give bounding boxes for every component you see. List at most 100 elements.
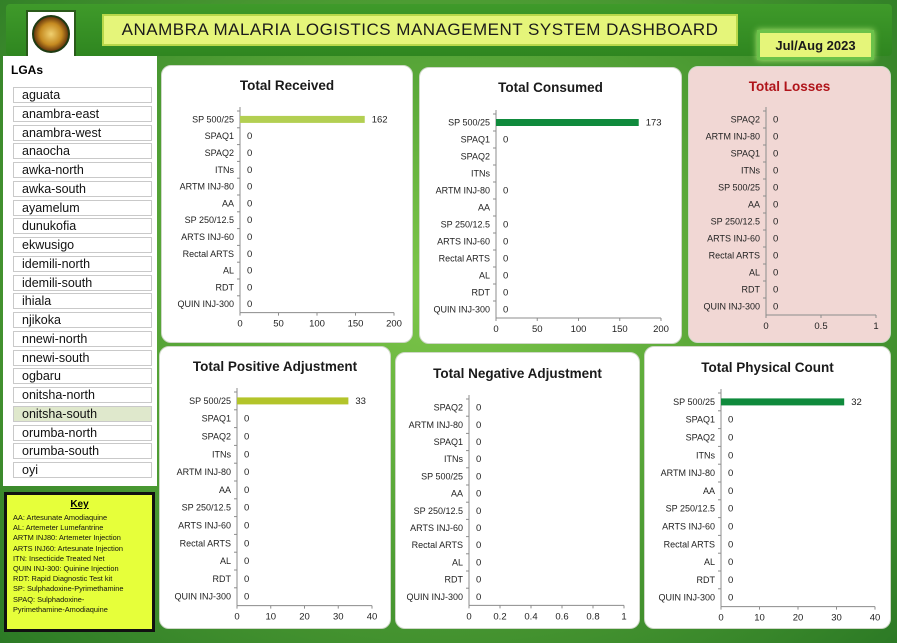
lga-item-ihiala[interactable]: ihiala xyxy=(13,293,152,310)
category-label: RDT xyxy=(216,282,235,292)
chart-title: Total Positive Adjustment xyxy=(192,359,358,374)
lga-item-awka-south[interactable]: awka-south xyxy=(13,180,152,197)
data-label: 0 xyxy=(773,234,778,245)
x-tick-label: 200 xyxy=(653,324,669,335)
data-label: 0 xyxy=(247,232,252,243)
data-label: 0 xyxy=(503,254,508,265)
chart-title: Total Losses xyxy=(748,79,831,94)
chart-title: Total Negative Adjustment xyxy=(433,366,602,381)
category-label: AL xyxy=(479,271,490,281)
data-label: 0 xyxy=(247,131,252,142)
lga-item-anambra-east[interactable]: anambra-east xyxy=(13,105,152,122)
category-label: Rectal ARTS xyxy=(412,540,463,550)
lga-item-ogbaru[interactable]: ogbaru xyxy=(13,368,152,385)
x-tick-label: 40 xyxy=(870,613,881,624)
lga-item-aguata[interactable]: aguata xyxy=(13,87,152,103)
total-received-chart: SP 500/25 162 SPAQ1 0 SPAQ2 0 ITNs 0 ARTM INJ-80… xyxy=(177,107,402,330)
category-label: SP 500/25 xyxy=(673,397,715,407)
category-label: SP 250/12.5 xyxy=(414,506,463,516)
data-label: 0 xyxy=(476,454,481,465)
lga-item-idemili-south[interactable]: idemili-south xyxy=(13,274,152,291)
data-label: 0 xyxy=(773,217,778,228)
lga-item-ayamelum[interactable]: ayamelum xyxy=(13,199,152,216)
x-tick-label: 1 xyxy=(873,321,878,332)
chart-title: Total Physical Count xyxy=(701,360,834,375)
data-label: 0 xyxy=(503,237,508,248)
lga-item-anaocha[interactable]: anaocha xyxy=(13,143,152,160)
lga-item-oyi[interactable]: oyi xyxy=(13,462,152,478)
key-title: Key xyxy=(70,499,89,510)
total-positive-adjustment-chart: SP 500/25 33 SPAQ1 0 SPAQ2 0 ITNs 0 ARTM INJ-80 0… xyxy=(174,388,377,623)
lga-item-onitsha-south[interactable]: onitsha-south xyxy=(13,405,152,422)
x-tick-label: 10 xyxy=(754,613,765,624)
lga-item-idemili-north[interactable]: idemili-north xyxy=(13,255,152,272)
bar xyxy=(721,398,845,406)
data-label: 0 xyxy=(503,135,508,146)
category-label: AA xyxy=(219,485,231,495)
category-label: SPAQ2 xyxy=(202,432,231,442)
lga-item-njikoka[interactable]: njikoka xyxy=(13,312,152,328)
category-label: ITNs xyxy=(444,454,463,464)
data-label: 0 xyxy=(503,271,508,282)
period-badge: Jul/Aug 2023 xyxy=(757,30,874,60)
total-consumed-chart: SP 500/25 173 SPAQ1 0 SPAQ2 ITNs ARTM INJ-80 0 A… xyxy=(433,110,669,335)
lga-item-orumba-south[interactable]: orumba-south xyxy=(13,443,152,460)
data-label: 0 xyxy=(244,414,249,425)
x-tick-label: 50 xyxy=(273,319,284,330)
data-label: 0 xyxy=(244,485,249,496)
key-legend: Key AA: Artesunate Amodiaquine AL: Arteme… xyxy=(4,492,155,632)
chart-card-total-negative-adjustment: Total Negative Adjustment SPAQ2 0 ARTM INJ… xyxy=(395,352,640,629)
key-line: AA: Artesunate Amodiaquine xyxy=(13,513,108,522)
lga-item-nnewi-north[interactable]: nnewi-north xyxy=(13,330,152,347)
data-label: 0 xyxy=(476,557,481,568)
x-tick-label: 10 xyxy=(265,612,276,623)
lga-item-orumba-north[interactable]: orumba-north xyxy=(13,424,152,441)
category-label: AL xyxy=(220,556,231,566)
category-label: SPAQ2 xyxy=(686,433,715,443)
data-label: 0 xyxy=(476,523,481,534)
chart-card-total-positive-adjustment: Total Positive Adjustment SP 500/25 33 SPA… xyxy=(159,346,391,629)
x-tick-label: 0 xyxy=(237,319,242,330)
data-label: 0 xyxy=(476,540,481,551)
key-line: RDT: Rapid Diagnostic Test kit xyxy=(13,574,113,584)
x-tick-label: 20 xyxy=(299,612,310,623)
category-label: AA xyxy=(703,486,715,496)
data-label: 0 xyxy=(503,305,508,316)
data-label: 0 xyxy=(503,220,508,231)
category-label: QUIN INJ-300 xyxy=(433,305,490,315)
data-label: 0 xyxy=(773,115,778,126)
data-label: 0 xyxy=(773,149,778,160)
x-tick-label: 30 xyxy=(333,612,344,623)
data-label: 0 xyxy=(247,215,252,226)
lga-item-anambra-west[interactable]: anambra-west xyxy=(13,124,152,141)
category-label: RDT xyxy=(213,574,232,584)
lga-item-ekwusigo[interactable]: ekwusigo xyxy=(13,237,152,253)
category-label: Rectal ARTS xyxy=(439,254,490,264)
key-lines: AA: Artesunate Amodiaquine AL: Artemeter … xyxy=(13,513,146,615)
data-label: 0 xyxy=(476,489,481,500)
category-label: QUIN INJ-300 xyxy=(406,592,463,602)
data-label: 0 xyxy=(773,200,778,211)
x-tick-label: 150 xyxy=(612,324,628,335)
category-label: Rectal ARTS xyxy=(709,251,760,261)
x-tick-label: 0.8 xyxy=(586,611,599,622)
lga-item-onitsha-north[interactable]: onitsha-north xyxy=(13,387,152,403)
data-label: 0 xyxy=(247,182,252,193)
category-label: AL xyxy=(704,557,715,567)
category-label: ARTS INJ-60 xyxy=(662,522,715,532)
data-label: 0 xyxy=(728,415,733,426)
category-label: SPAQ1 xyxy=(731,149,760,159)
lga-item-dunukofia[interactable]: dunukofia xyxy=(13,218,152,235)
data-label: 0 xyxy=(773,166,778,177)
category-label: QUIN INJ-300 xyxy=(703,302,760,312)
data-label: 0 xyxy=(244,521,249,532)
lga-item-nnewi-south[interactable]: nnewi-south xyxy=(13,349,152,366)
data-label: 0 xyxy=(728,539,733,550)
key-line: ITN: Insecticide Treated Net xyxy=(13,553,105,563)
lga-item-awka-north[interactable]: awka-north xyxy=(13,162,152,178)
data-label: 0 xyxy=(247,299,252,310)
category-label: SPAQ1 xyxy=(205,131,234,141)
key-line: SPAQ: Sulphadoxine- xyxy=(13,594,85,604)
category-label: ITNs xyxy=(215,165,234,175)
category-label: SPAQ2 xyxy=(205,148,234,158)
